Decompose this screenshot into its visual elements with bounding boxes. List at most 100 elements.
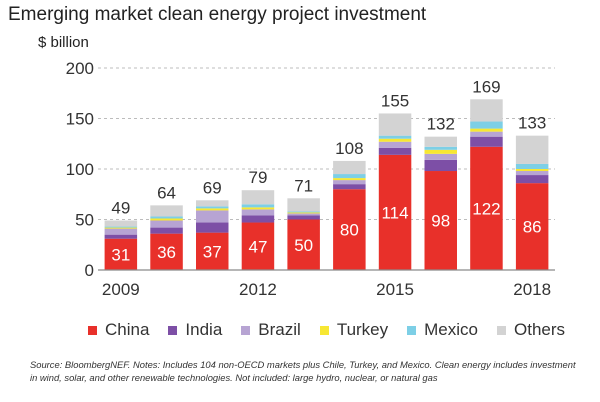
bar-segment-india [150,227,183,234]
bar-segment-india [424,159,457,172]
total-data-label: 79 [248,168,267,187]
bar-segment-china [196,232,229,270]
bar-segment-china [424,171,457,270]
total-data-label: 64 [157,183,176,202]
bar-segment-turkey [515,169,549,172]
bar-segment-mexico [515,163,549,169]
bar-segment-brazil [104,228,138,235]
legend-swatch [168,325,178,335]
legend-label: Others [514,320,566,339]
bar-segment-mexico [196,206,229,209]
legend-item-brazil: Brazil [241,320,301,340]
legend-swatch [407,325,417,335]
china-data-label: 31 [111,245,130,264]
bar-segment-india [287,215,320,220]
bar-segment-others [333,160,366,175]
bar-segment-turkey [287,212,320,214]
total-data-label: 155 [381,91,409,110]
bar-segment-others [378,113,412,136]
bar-segment-china [378,154,412,270]
bar-segment-turkey [241,207,275,210]
bar-segment-turkey [470,128,503,132]
legend-item-turkey: Turkey [319,320,389,340]
legend-label: China [105,320,150,339]
legend-swatch [88,325,97,335]
legend-label: Mexico [424,320,478,339]
bar-segment-brazil [470,131,503,137]
bar-segment-mexico [424,146,457,150]
bar-segment-others [470,99,503,122]
y-tick-label: 0 [85,261,94,280]
total-data-label: 132 [427,115,455,134]
bar-segment-others [241,190,275,205]
bar-segment-turkey [424,149,457,154]
total-data-label: 69 [203,178,222,197]
bar-segment-mexico [150,216,183,219]
bar-segment-india [104,234,138,239]
total-data-label: 71 [294,176,313,195]
china-data-label: 122 [472,199,500,218]
legend-swatch [497,325,506,335]
bar-segment-others [287,198,320,212]
bar-segment-india [470,136,503,147]
bar-segment-brazil [241,209,275,216]
x-tick-label: 2012 [239,280,277,299]
bar-segment-china [515,183,549,270]
bar-segment-brazil [515,171,549,176]
legend-item-india: India [168,320,222,340]
bar-segment-brazil [424,153,457,160]
bar-segment-mexico [470,121,503,129]
bar-segment-mexico [333,174,366,179]
x-tick-label: 2018 [513,280,551,299]
y-tick-label: 50 [75,211,94,230]
chart-title: Emerging market clean energy project inv… [8,4,427,25]
legend-swatch [241,325,251,335]
y-tick-label: 150 [66,110,94,129]
china-data-label: 114 [381,203,408,222]
china-data-label: 80 [340,221,359,240]
y-axis-unit-label: $ billion [38,34,89,51]
bar-segment-china [470,146,503,270]
total-data-label: 133 [518,114,546,133]
china-data-label: 47 [248,237,267,256]
china-data-label: 86 [523,218,542,237]
total-data-label: 169 [472,77,500,96]
bar-segment-india [241,215,275,223]
legend-label: India [185,320,223,339]
china-data-label: 37 [203,242,222,261]
bar-segment-mexico [241,204,275,208]
bar-segment-others [424,136,457,147]
bar-segment-turkey [378,138,412,142]
bar-segment-brazil [196,210,229,223]
bar-segment-turkey [196,208,229,211]
bar-segment-turkey [333,178,366,181]
legend-item-others: Others [497,320,565,340]
bar-segment-india [333,184,366,190]
bar-segment-china [333,189,366,270]
chart-source-note: Source: BloombergNEF. Notes: Includes 10… [30,359,576,383]
bar-segment-brazil [378,141,412,148]
bar-segment-india [196,222,229,233]
bar-segment-mexico [287,211,320,213]
bar-segment-turkey [150,218,183,221]
china-data-label: 50 [294,236,313,255]
bar-segment-brazil [333,180,366,185]
bar-segment-brazil [150,220,183,228]
legend-item-china: China [88,320,149,340]
bar-segment-china [241,222,275,270]
legend-swatch [319,325,329,335]
stacked-bar-chart: 0 50 100 150 200 31 49 2009 36 64 37 69 47 79 2012 50 71… [66,59,555,299]
legend-label: Turkey [336,320,389,339]
y-tick-label: 100 [66,160,94,179]
total-data-label: 49 [111,199,130,218]
bar-segment-china [287,219,320,270]
china-data-label: 36 [157,243,176,262]
bar-segment-china [104,238,138,270]
chart-legend: China India Brazil Turkey Mexico Others [88,320,565,340]
x-tick-label: 2009 [102,280,140,299]
legend-label: Brazil [258,320,301,339]
bar-segment-mexico [104,226,138,228]
bar-segment-others [515,135,549,164]
china-data-label: 98 [431,212,450,231]
bar-segment-others [150,205,183,217]
